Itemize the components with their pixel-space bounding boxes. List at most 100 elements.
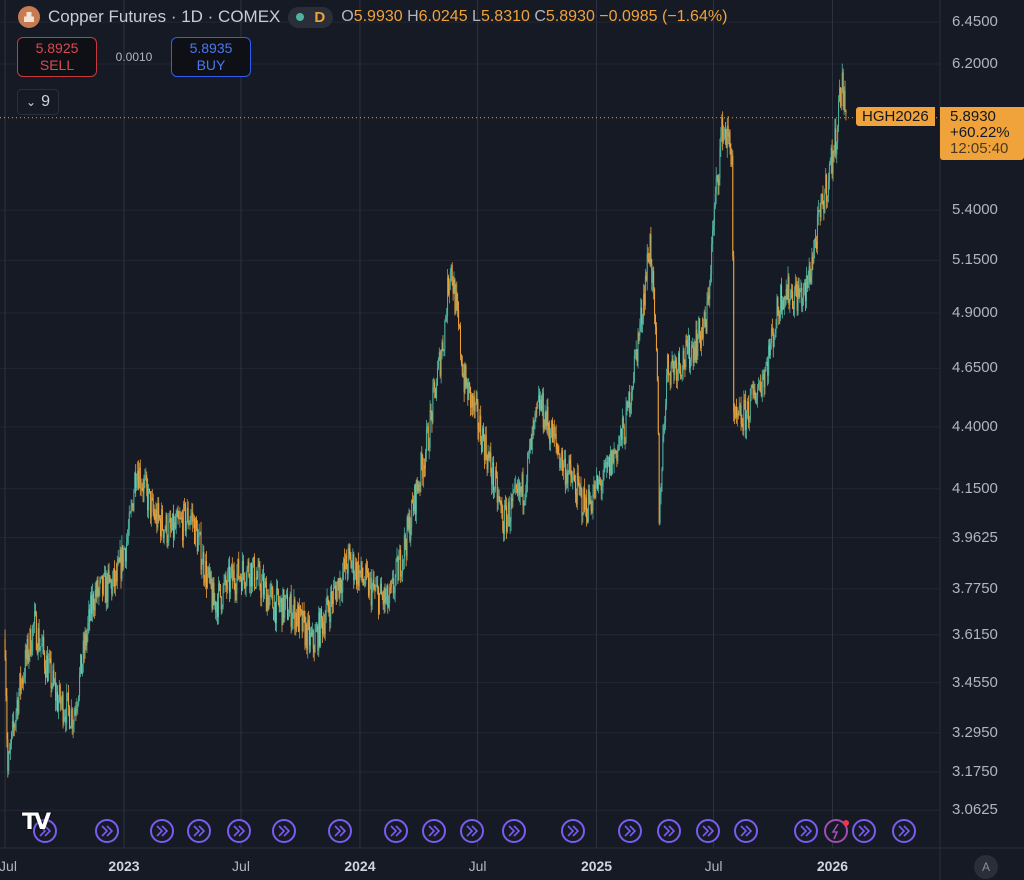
candle-body [132,503,134,511]
candle-body [109,576,111,583]
candle-body [414,485,416,515]
candle-body [369,578,371,580]
candle-body [72,724,74,728]
candle-body [459,325,461,327]
candle-body [102,575,104,595]
candle-body [542,392,544,428]
candle-body [412,499,414,504]
candle-body [632,381,634,388]
candle-body [78,696,80,704]
candle-body [457,300,459,311]
candle-body [841,72,843,90]
candle-body [184,504,186,532]
candle-body [293,599,295,610]
indicators-toggle-button[interactable]: ⌄ 9 [17,89,59,115]
candle-body [367,570,369,574]
candle-body [43,637,45,653]
candle-body [240,576,242,578]
candle-body [383,588,385,605]
candle-body [93,608,95,611]
candle-body [74,710,76,716]
candle-body [778,314,780,316]
candle-body [817,210,819,216]
candle-body [438,352,440,360]
candle-body [811,256,813,276]
candle-body [137,470,139,482]
news-lightning-event-icon[interactable] [824,819,848,843]
candle-body [148,488,150,511]
candle-body [356,562,358,585]
candle-body [25,650,27,659]
candle-body [94,589,96,611]
sell-button[interactable]: 5.8925 SELL [17,37,97,77]
candle-body [324,619,326,635]
candle-body [799,290,801,297]
candle-body [116,564,118,582]
candle-body [432,387,434,423]
candle-body [492,462,494,485]
candle-body [331,591,333,599]
candle-body [296,613,298,626]
candle-body [725,137,727,148]
candle-body [73,715,75,725]
candle-body [368,578,370,596]
candle-body [272,589,274,609]
candle-body [544,412,546,429]
candle-body [104,572,106,603]
candle-body [708,295,710,300]
candle-body [843,90,845,107]
candle-body [809,266,811,283]
candle-body [718,178,720,186]
candle-body [308,619,310,623]
candle-body [427,426,429,451]
candle-body [420,452,422,486]
candle-body [691,344,693,347]
candle-body [151,497,153,499]
market-status-pill[interactable]: D [288,6,334,28]
candle-body [256,577,258,579]
candle-body [517,488,519,493]
candle-body [58,685,60,701]
candle-body [264,581,266,595]
candle-body [327,596,329,608]
candle-body [597,475,599,489]
candle-body [480,415,482,441]
candle-body [7,739,9,771]
candle-body [800,287,802,291]
candle-body [624,443,626,445]
candle-body [150,497,152,518]
candle-body [339,577,341,598]
candle-body [209,571,211,579]
candle-body [552,426,554,443]
candle-body [732,155,734,257]
candle-body [415,480,417,515]
candle-body [835,128,837,155]
candle-body [585,497,587,510]
candle-body [615,450,617,454]
candle-body [27,639,29,661]
x-tick-label: Jul [232,858,250,874]
candle-body [65,716,67,724]
candle-body [763,374,765,388]
candle-body [377,584,379,588]
candle-body [57,700,59,711]
candle-body [44,652,46,668]
candle-body [393,592,395,594]
auto-scale-button[interactable]: A [974,855,998,879]
candle-body [239,576,241,579]
candle-body [243,573,245,585]
candle-body [91,593,93,614]
buy-button[interactable]: 5.8935 BUY [171,37,251,77]
tradingview-logo[interactable]: TV [22,810,51,835]
chart-legend: Copper Futures · 1D · COMEX D O5.9930 H6… [18,6,727,28]
candle-body [833,151,835,153]
candle-body [549,430,551,444]
candle-body [518,482,520,496]
candle-body [287,594,289,620]
last-price-box: 5.8930 +60.22% 12:05:40 [940,107,1024,160]
candle-body [445,316,447,322]
symbol-title[interactable]: Copper Futures · 1D · COMEX [48,7,281,26]
candle-body [137,470,139,489]
candle-body [21,679,23,690]
